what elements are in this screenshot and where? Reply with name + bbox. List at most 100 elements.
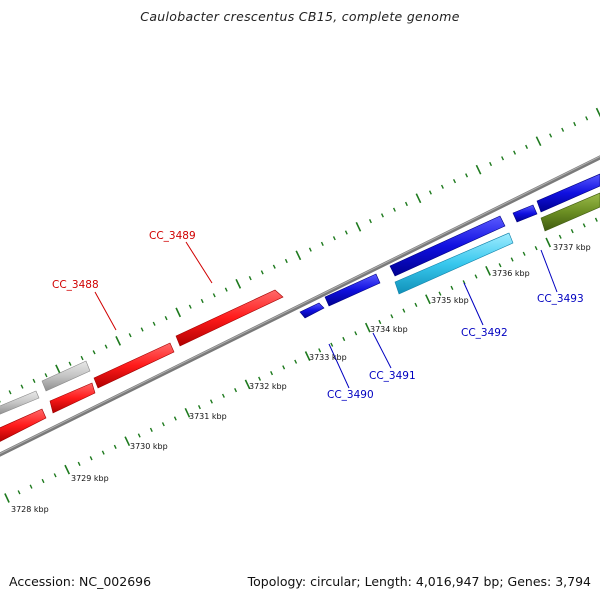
inner-tick (41, 478, 45, 484)
genome-backbone-highlight (0, 155, 600, 455)
gene-cc-3488[interactable] (49, 382, 96, 414)
inner-tick (209, 399, 213, 404)
inner-tick (244, 379, 251, 390)
inner-tick (53, 473, 57, 478)
outer-tick (152, 321, 156, 326)
inner-tick (558, 234, 562, 239)
outer-tick (115, 336, 122, 346)
outer-tick (104, 344, 108, 349)
inner-tick (570, 229, 574, 234)
outer-tick (20, 384, 24, 389)
gene-blue-right[interactable] (536, 173, 600, 213)
forward-strand-genes (0, 173, 600, 415)
gene-label-cc-3490[interactable]: CC_3490 (327, 389, 374, 401)
gene-label-cc-3493[interactable]: CC_3493 (537, 293, 584, 305)
outer-tick (260, 270, 264, 275)
inner-tick (485, 265, 491, 276)
kbp-label: 3733 kbp (309, 353, 347, 362)
outer-tick (272, 264, 276, 269)
kbp-label: 3736 kbp (492, 269, 530, 278)
inner-tick (184, 407, 191, 418)
gene-cc-3492-upper[interactable] (389, 215, 506, 277)
gene-cc-3491[interactable] (324, 273, 381, 307)
outer-tick (68, 361, 72, 366)
outer-tick (428, 190, 432, 195)
map-title: Caulobacter crescentus CB15, complete ge… (140, 9, 460, 24)
kbp-label: 3728 kbp (11, 505, 49, 514)
reverse-strand-genes (0, 192, 600, 442)
outer-tick (224, 287, 228, 292)
outer-tick (489, 161, 493, 167)
gene-grey-upper[interactable] (0, 390, 40, 415)
outer-tick (235, 278, 242, 289)
outer-tick (392, 207, 396, 212)
outer-tick (128, 333, 132, 338)
gene-labels: CC_3488 CC_3489 CC_3490 CC_3491 CC_3492 … (52, 230, 584, 401)
kbp-label: 3734 kbp (370, 325, 408, 334)
outer-tick (380, 213, 384, 218)
kbp-label: 3731 kbp (189, 412, 227, 421)
inner-tick (425, 294, 431, 305)
gene-label-cc-3489[interactable]: CC_3489 (149, 230, 196, 242)
outer-tick (55, 364, 61, 375)
gene-label-cc-3491[interactable]: CC_3491 (369, 370, 416, 382)
kbp-label: 3730 kbp (130, 442, 168, 451)
gene-label-cc-3492[interactable]: CC_3492 (461, 327, 508, 339)
kbp-label: 3729 kbp (71, 474, 109, 483)
inner-tick (17, 490, 21, 495)
outer-tick (80, 355, 84, 361)
kbp-label: 3737 kbp (553, 243, 591, 252)
outer-tick (404, 201, 408, 207)
gene-cc-3489[interactable] (93, 342, 175, 389)
inner-tick (342, 336, 346, 342)
inner-tick (113, 444, 117, 449)
outer-tick (308, 247, 312, 252)
inner-tick (173, 416, 177, 421)
kbp-label: 3735 kbp (431, 296, 469, 305)
inner-tick (582, 223, 586, 228)
gene-cc-3490[interactable] (299, 302, 325, 319)
outer-tick (573, 121, 577, 127)
outer-tick (284, 258, 288, 264)
inner-tick (270, 371, 274, 376)
inner-tick (354, 331, 358, 336)
outer-tick (164, 316, 168, 321)
outer-tick (535, 136, 542, 147)
inner-tick (522, 251, 526, 256)
gene-small-blue[interactable] (512, 204, 538, 223)
genome-backbone (0, 155, 600, 457)
inner-tick (29, 484, 33, 489)
outer-tick (248, 276, 252, 281)
kbp-labels: 3728 kbp 3729 kbp 3730 kbp 3731 kbp 3732… (11, 243, 591, 514)
outer-tick (525, 144, 529, 149)
outer-tick (595, 107, 600, 118)
inner-tick (378, 319, 382, 325)
gene-leader-lines (94, 241, 558, 389)
outer-tick (513, 150, 517, 155)
outer-tick (320, 241, 324, 246)
inner-tick (438, 291, 442, 296)
outer-tick (200, 298, 204, 304)
inner-tick (414, 302, 418, 307)
inner-tick (234, 388, 238, 393)
gene-grey-2[interactable] (41, 360, 91, 392)
genome-summary-text: Topology: circular; Length: 4,016,947 bp… (247, 574, 591, 589)
gene-cc-3492[interactable] (394, 232, 514, 295)
gene-green[interactable] (540, 192, 600, 232)
outer-tick (452, 178, 457, 184)
inner-tick (498, 263, 502, 268)
outer-tick (212, 293, 216, 298)
inner-tick (390, 314, 394, 319)
inner-tick (534, 246, 538, 251)
gene-cc-3489-b[interactable] (175, 289, 284, 347)
gene-label-cc-3488[interactable]: CC_3488 (52, 279, 99, 291)
inner-tick (474, 274, 478, 279)
outer-tick (549, 133, 553, 138)
outer-tick (140, 327, 144, 332)
gene-cc-3488-a[interactable] (0, 408, 47, 442)
inner-tick (294, 359, 298, 364)
outer-tick (368, 219, 372, 224)
inner-tick (402, 308, 406, 313)
outer-tick (440, 184, 444, 189)
outer-tick (355, 221, 362, 232)
